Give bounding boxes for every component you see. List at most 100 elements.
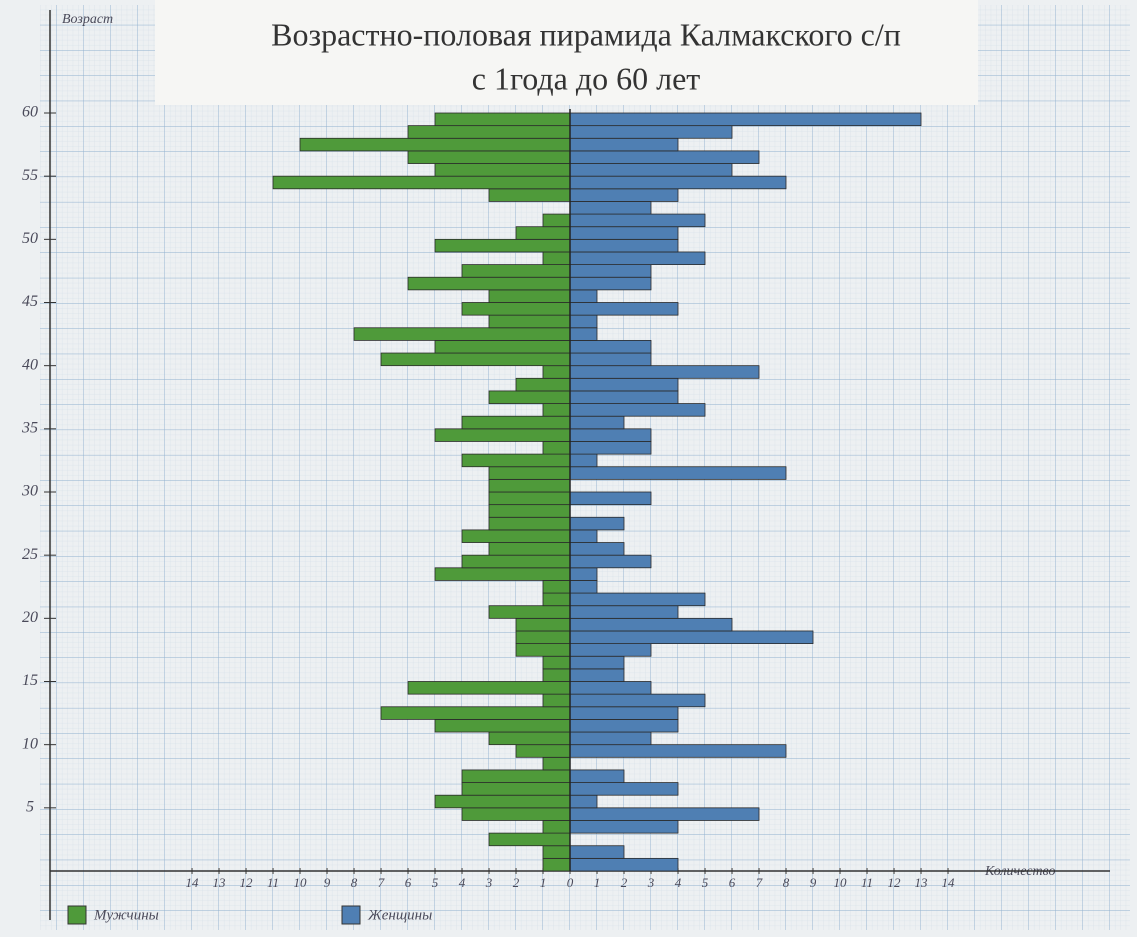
x-tick-label: 10 <box>834 875 848 890</box>
bar <box>462 416 570 429</box>
x-tick-label: 1 <box>594 875 601 890</box>
bar <box>408 277 570 290</box>
bar <box>570 151 759 164</box>
bar <box>516 378 570 391</box>
bar <box>570 858 678 871</box>
bar <box>570 808 759 821</box>
bar <box>516 745 570 758</box>
bar <box>570 682 651 695</box>
bar <box>570 214 705 227</box>
bar <box>489 517 570 530</box>
bar <box>570 517 624 530</box>
bar <box>570 555 651 568</box>
bar <box>570 378 678 391</box>
bar <box>543 214 570 227</box>
y-tick-label: 20 <box>22 609 38 626</box>
bar <box>462 530 570 543</box>
x-tick-label: 14 <box>186 875 200 890</box>
bar <box>435 795 570 808</box>
bar <box>570 593 705 606</box>
bar <box>570 303 678 316</box>
y-tick-label: 15 <box>22 672 38 689</box>
bar <box>462 454 570 467</box>
bar <box>543 441 570 454</box>
bar <box>543 669 570 682</box>
bar <box>570 189 678 202</box>
x-tick-label: 4 <box>459 875 466 890</box>
x-tick-label: 6 <box>729 875 736 890</box>
bar <box>570 783 678 796</box>
bar <box>462 770 570 783</box>
chart: Возрастно-половая пирамида Калмакского с… <box>0 0 1137 937</box>
bar <box>570 846 624 859</box>
bar <box>570 467 786 480</box>
bar <box>462 808 570 821</box>
x-tick-label: 11 <box>861 875 873 890</box>
chart-title: Возрастно-половая пирамида Калмакского с… <box>271 16 901 52</box>
bar <box>570 113 921 126</box>
x-tick-label: 11 <box>267 875 279 890</box>
x-tick-label: 2 <box>513 875 520 890</box>
x-tick-label: 8 <box>351 875 358 890</box>
bar <box>489 479 570 492</box>
y-tick-label: 45 <box>22 293 38 310</box>
x-tick-label: 13 <box>915 875 929 890</box>
bar <box>570 707 678 720</box>
legend-swatch <box>68 906 86 924</box>
x-tick-label: 10 <box>294 875 308 890</box>
x-tick-label: 3 <box>485 875 493 890</box>
y-tick-label: 40 <box>22 356 38 373</box>
x-tick-label: 7 <box>756 875 763 890</box>
bar <box>516 631 570 644</box>
bar <box>543 656 570 669</box>
bar <box>570 669 624 682</box>
x-tick-label: 0 <box>567 875 574 890</box>
bar <box>543 858 570 871</box>
y-tick-label: 55 <box>22 167 38 184</box>
x-tick-label: 7 <box>378 875 385 890</box>
bar <box>354 328 570 341</box>
bar <box>570 227 678 240</box>
bar <box>489 189 570 202</box>
bar <box>570 454 597 467</box>
x-tick-label: 13 <box>213 875 227 890</box>
bar <box>570 770 624 783</box>
chart-subtitle: с 1года до 60 лет <box>472 60 701 96</box>
bar <box>570 732 651 745</box>
bar <box>435 340 570 353</box>
bar <box>462 783 570 796</box>
bar <box>516 227 570 240</box>
bar <box>570 492 651 505</box>
bar <box>570 441 651 454</box>
bar <box>543 694 570 707</box>
bar <box>570 745 786 758</box>
bar <box>489 505 570 518</box>
bar <box>570 404 705 417</box>
x-tick-label: 9 <box>324 875 331 890</box>
x-tick-label: 5 <box>702 875 709 890</box>
y-tick-label: 35 <box>21 420 38 437</box>
bar <box>543 593 570 606</box>
bar <box>570 416 624 429</box>
x-tick-label: 12 <box>888 875 902 890</box>
bar <box>516 618 570 631</box>
bar <box>570 391 678 404</box>
bar <box>570 126 732 139</box>
x-tick-label: 6 <box>405 875 412 890</box>
x-tick-label: 1 <box>540 875 547 890</box>
bar <box>489 467 570 480</box>
bar <box>489 492 570 505</box>
bar <box>570 719 678 732</box>
bar <box>570 252 705 265</box>
bar <box>570 568 597 581</box>
bar <box>462 303 570 316</box>
bar <box>408 682 570 695</box>
bar <box>300 138 570 151</box>
bar <box>570 820 678 833</box>
bar <box>489 290 570 303</box>
bar <box>570 164 732 177</box>
y-tick-label: 60 <box>22 104 38 121</box>
x-tick-label: 8 <box>783 875 790 890</box>
bar <box>543 366 570 379</box>
bar <box>543 820 570 833</box>
